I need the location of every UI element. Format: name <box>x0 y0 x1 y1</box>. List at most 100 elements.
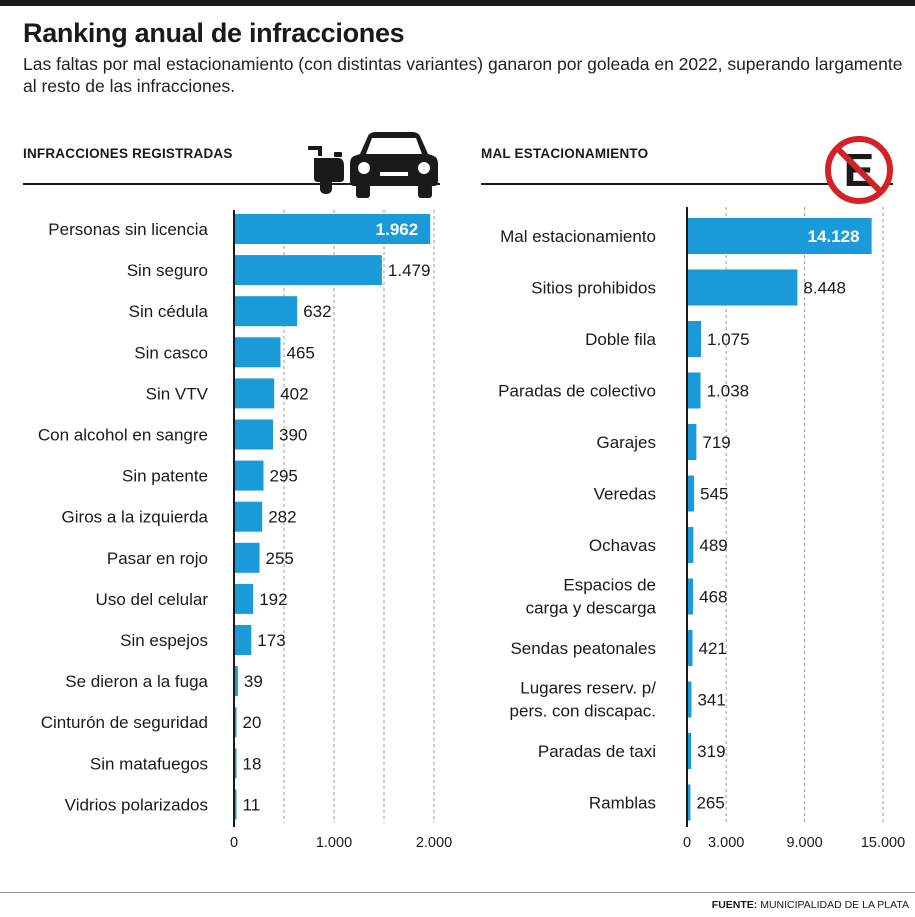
right-category-label: Paradas de taxi <box>538 742 656 761</box>
right-value-label: 545 <box>700 485 728 504</box>
left-chart-rule <box>23 183 440 185</box>
right-bar-doble-fila <box>687 321 702 357</box>
right-value-label: 468 <box>699 588 727 607</box>
left-chart-title: INFRACCIONES REGISTRADAS <box>23 146 233 161</box>
right-category-label: Paradas de colectivo <box>498 382 656 401</box>
left-category-label: Pasar en rojo <box>107 549 208 568</box>
right-bar-paradas-de-taxi <box>687 733 692 769</box>
right-chart-title: MAL ESTACIONAMIENTO <box>481 146 649 161</box>
right-value-label: 1.075 <box>707 330 750 349</box>
left-category-label: Vidrios polarizados <box>65 795 208 814</box>
right-value-label: 1.038 <box>707 382 750 401</box>
right-chart-rule <box>481 183 893 185</box>
left-category-label: Personas sin licencia <box>48 220 208 239</box>
left-value-label: 192 <box>259 590 287 609</box>
left-bar-personas-sin-licencia <box>234 214 431 244</box>
left-category-label: Se dieron a la fuga <box>65 672 208 691</box>
left-value-label: 465 <box>287 343 315 362</box>
left-category-label: Sin matafuegos <box>90 754 208 773</box>
left-bar-cinturon-de-seguridad <box>234 707 237 738</box>
right-tick-label: 0 <box>683 835 691 851</box>
left-bar-sin-vtv <box>234 378 275 409</box>
page-subtitle: Las faltas por mal estacionamiento (con … <box>23 54 903 96</box>
right-bar-paradas-de-colectivo <box>687 372 701 409</box>
right-bar-ochavas <box>687 527 694 563</box>
left-bar-con-alcohol-en-sangre <box>234 419 273 450</box>
right-value-label: 341 <box>697 691 725 710</box>
left-tick-label: 0 <box>230 835 238 851</box>
left-bar-uso-del-celular <box>234 583 254 614</box>
left-value-label: 1.962 <box>376 220 419 239</box>
left-category-label: Sin espejos <box>120 631 208 650</box>
left-category-label: Sin casco <box>134 343 208 362</box>
left-category-label: Cinturón de seguridad <box>41 713 208 732</box>
chart-infracciones-registradas: Personas sin licencia 1.962 Sin seguro 1.47… <box>38 210 452 851</box>
left-category-label: Con alcohol en sangre <box>38 426 208 445</box>
motorcycle-icon <box>308 146 344 194</box>
right-bar-ramblas <box>687 784 691 821</box>
right-category-label: Doble fila <box>585 330 656 349</box>
left-value-label: 255 <box>266 549 294 568</box>
left-value-label: 11 <box>243 795 261 814</box>
left-category-label: Uso del celular <box>96 590 209 609</box>
right-bar-sendas-peatonales <box>687 630 693 666</box>
left-bar-sin-patente <box>234 460 264 491</box>
right-value-label: 719 <box>702 433 730 452</box>
right-category-label: Espacios de carga y descarga <box>526 576 657 618</box>
left-value-label: 295 <box>270 467 298 486</box>
right-category-label: Lugares reserv. p/pers. con discapac. <box>510 679 657 721</box>
right-bar-mal-estacionamiento <box>687 218 872 254</box>
right-category-label: Garajes <box>596 433 656 452</box>
left-bar-sin-matafuegos <box>234 748 237 779</box>
left-value-label: 173 <box>257 631 285 650</box>
left-value-label: 390 <box>279 426 307 445</box>
left-category-label: Giros a la izquierda <box>62 508 209 527</box>
right-bar-garajes <box>687 424 697 460</box>
charts-canvas: Personas sin licencia 1.962 Sin seguro 1.47… <box>38 207 905 851</box>
right-value-label: 319 <box>697 742 725 761</box>
right-value-label: 421 <box>699 639 727 658</box>
right-value-label: 265 <box>696 794 724 813</box>
left-bar-giros-a-la-izquierda <box>234 501 263 532</box>
right-value-label: 8.448 <box>803 279 846 298</box>
chart-mal-estacionamiento: Mal estacionamiento 14.128 Sitios prohibid… <box>498 207 905 851</box>
left-bar-sin-espejos <box>234 625 252 655</box>
right-tick-label: 3.000 <box>708 835 744 851</box>
source-credit: FUENTE: MUNICIPALIDAD DE LA PLATA <box>712 899 909 911</box>
left-bar-sin-casco <box>234 337 281 368</box>
left-category-label: Sin VTV <box>146 384 209 403</box>
left-bar-sin-seguro <box>234 255 382 286</box>
footer-rule <box>0 892 915 893</box>
top-border <box>0 0 915 6</box>
right-category-label: Veredas <box>594 485 656 504</box>
source-name: MUNICIPALIDAD DE LA PLATA <box>760 899 909 911</box>
right-category-label: Sitios prohibidos <box>531 279 656 298</box>
right-tick-label: 15.000 <box>861 835 905 851</box>
left-bar-sin-cedula <box>234 296 298 327</box>
right-category-label: Mal estacionamiento <box>500 227 656 246</box>
no-parking-icon: E <box>825 136 893 204</box>
left-tick-label: 2.000 <box>416 835 452 851</box>
right-value-label: 14.128 <box>808 227 860 246</box>
left-value-label: 18 <box>243 754 262 773</box>
right-bar-espacios-de-carga-y-descarga <box>687 578 694 615</box>
left-value-label: 1.479 <box>388 261 431 280</box>
right-category-label: Ramblas <box>589 794 656 813</box>
source-label: FUENTE: <box>711 899 758 911</box>
right-bar-sitios-prohibidos <box>687 269 798 306</box>
right-category-label: Sendas peatonales <box>510 639 656 658</box>
left-bar-se-dieron-a-la-fuga <box>234 666 238 697</box>
left-category-label: Sin patente <box>122 467 208 486</box>
right-tick-label: 9.000 <box>786 835 822 851</box>
left-category-label: Sin cédula <box>129 302 209 321</box>
left-category-label: Sin seguro <box>127 261 208 280</box>
left-value-label: 39 <box>244 672 263 691</box>
left-bar-vidrios-polarizados <box>234 789 237 820</box>
left-tick-label: 1.000 <box>316 835 352 851</box>
left-value-label: 20 <box>243 713 262 732</box>
left-value-label: 282 <box>268 508 296 527</box>
right-bar-veredas <box>687 475 695 512</box>
left-bar-pasar-en-rojo <box>234 542 260 573</box>
right-value-label: 489 <box>699 536 727 555</box>
left-value-label: 402 <box>280 384 308 403</box>
